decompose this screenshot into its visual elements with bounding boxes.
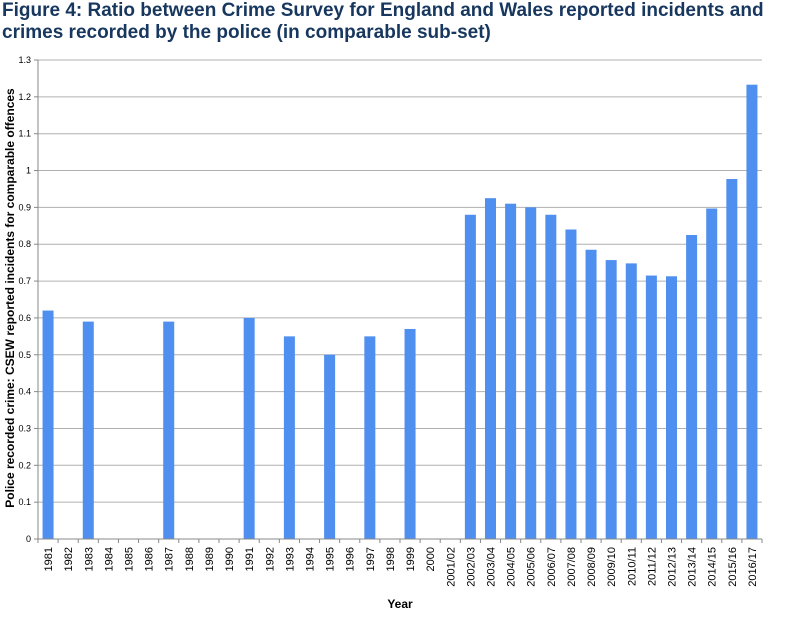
x-tick-label: 2006/07 — [546, 547, 558, 587]
x-tick-label: 1982 — [63, 547, 75, 571]
bar — [625, 263, 637, 539]
x-tick-label: 2005/06 — [526, 547, 538, 587]
bar — [645, 275, 657, 539]
x-tick-label: 1991 — [244, 547, 256, 571]
axes — [34, 59, 763, 543]
x-tick-label: 1983 — [83, 547, 95, 571]
x-axis-label: Year — [387, 597, 413, 611]
bar — [525, 207, 537, 539]
x-tick-label: 2000 — [425, 547, 437, 571]
x-tick-label: 1986 — [144, 547, 156, 571]
chart-title-line-2: crimes recorded by the police (in compar… — [2, 22, 491, 43]
bar — [243, 317, 255, 539]
y-tick-label: 0.3 — [18, 423, 31, 433]
x-tick-labels: 1981 1982 1983 1984 1985 1986 1987 1988 1989 1990… — [43, 547, 759, 587]
y-tick-label: 0.4 — [18, 387, 31, 397]
bar — [726, 179, 738, 540]
bar — [324, 354, 336, 539]
y-tick-label: 0.1 — [18, 497, 31, 507]
x-tick-label: 1995 — [325, 547, 337, 571]
y-tick-label: 0.2 — [18, 460, 31, 470]
y-tick-label: 1 — [26, 166, 31, 176]
bar — [404, 328, 416, 539]
x-tick-label: 2004/05 — [506, 547, 518, 587]
x-tick-label: 2008/09 — [586, 547, 598, 587]
bar — [746, 84, 758, 539]
x-tick-label: 2016/17 — [747, 547, 759, 587]
x-tick-label: 2007/08 — [566, 547, 578, 587]
y-tick-label: 1.1 — [18, 129, 31, 139]
x-tick-label: 2009/10 — [606, 547, 618, 587]
x-tick-label: 1985 — [124, 547, 136, 571]
x-tick-label: 1992 — [264, 547, 276, 571]
bar — [485, 198, 496, 539]
bar — [706, 208, 718, 540]
x-tick-label: 2010/11 — [626, 547, 638, 586]
x-tick-label: 1988 — [184, 547, 196, 571]
bar — [283, 336, 295, 539]
y-tick-label: 0 — [26, 534, 31, 544]
x-tick-label: 1998 — [385, 547, 397, 571]
x-tick-label: 1994 — [305, 547, 317, 571]
x-tick-label: 1987 — [164, 547, 176, 571]
x-tick-label: 1999 — [405, 547, 417, 571]
y-tick-label: 0.5 — [18, 350, 31, 360]
chart-title: Figure 4: Ratio between Crime Survey for… — [2, 0, 792, 44]
gridlines — [38, 59, 762, 503]
bar — [545, 214, 557, 539]
x-tick-label: 1990 — [224, 547, 236, 571]
bar — [42, 310, 54, 539]
y-tick-label: 0.6 — [18, 313, 31, 323]
x-tick-label: 2014/15 — [707, 547, 719, 587]
bar — [585, 249, 597, 539]
chart-title-line-1: Figure 4: Ratio between Crime Survey for… — [2, 0, 764, 21]
y-tick-label: 1.2 — [18, 92, 31, 102]
x-tick-label: 1996 — [345, 547, 357, 571]
x-tick-label: 1997 — [365, 547, 377, 571]
x-tick-label: 2002/03 — [465, 547, 477, 587]
x-tick-label: 2011/12 — [646, 547, 658, 586]
x-tick-label: 2015/16 — [727, 547, 739, 587]
y-tick-label: 0.9 — [18, 202, 31, 212]
bar — [505, 203, 517, 539]
bar — [686, 235, 698, 539]
y-tick-label: 0.8 — [18, 239, 31, 249]
bar — [364, 336, 376, 539]
bars — [42, 84, 758, 540]
bar — [666, 276, 677, 539]
bar — [605, 260, 617, 539]
x-tick-label: 1981 — [43, 547, 55, 571]
y-tick-labels: 0 0.1 0.2 0.3 0.4 0.5 0.6 0.7 0.8 0.9 1 1.1 1.2 1.3 — [18, 55, 31, 544]
bar — [565, 229, 577, 539]
x-tick-label: 1993 — [284, 547, 296, 571]
x-tick-label: 2003/04 — [486, 547, 498, 587]
x-tick-label: 2001/02 — [445, 547, 457, 587]
y-axis-label: Police recorded crime: CSEW reported inc… — [3, 88, 17, 508]
x-tick-label: 1984 — [103, 547, 115, 571]
x-tick-label: 2013/14 — [687, 547, 699, 587]
x-tick-label: 1989 — [204, 547, 216, 571]
bar — [82, 321, 94, 539]
bar — [163, 321, 175, 539]
x-tick-label: 2012/13 — [667, 547, 679, 587]
bar — [464, 214, 476, 539]
y-tick-label: 1.3 — [18, 55, 31, 65]
y-tick-label: 0.7 — [18, 276, 31, 286]
